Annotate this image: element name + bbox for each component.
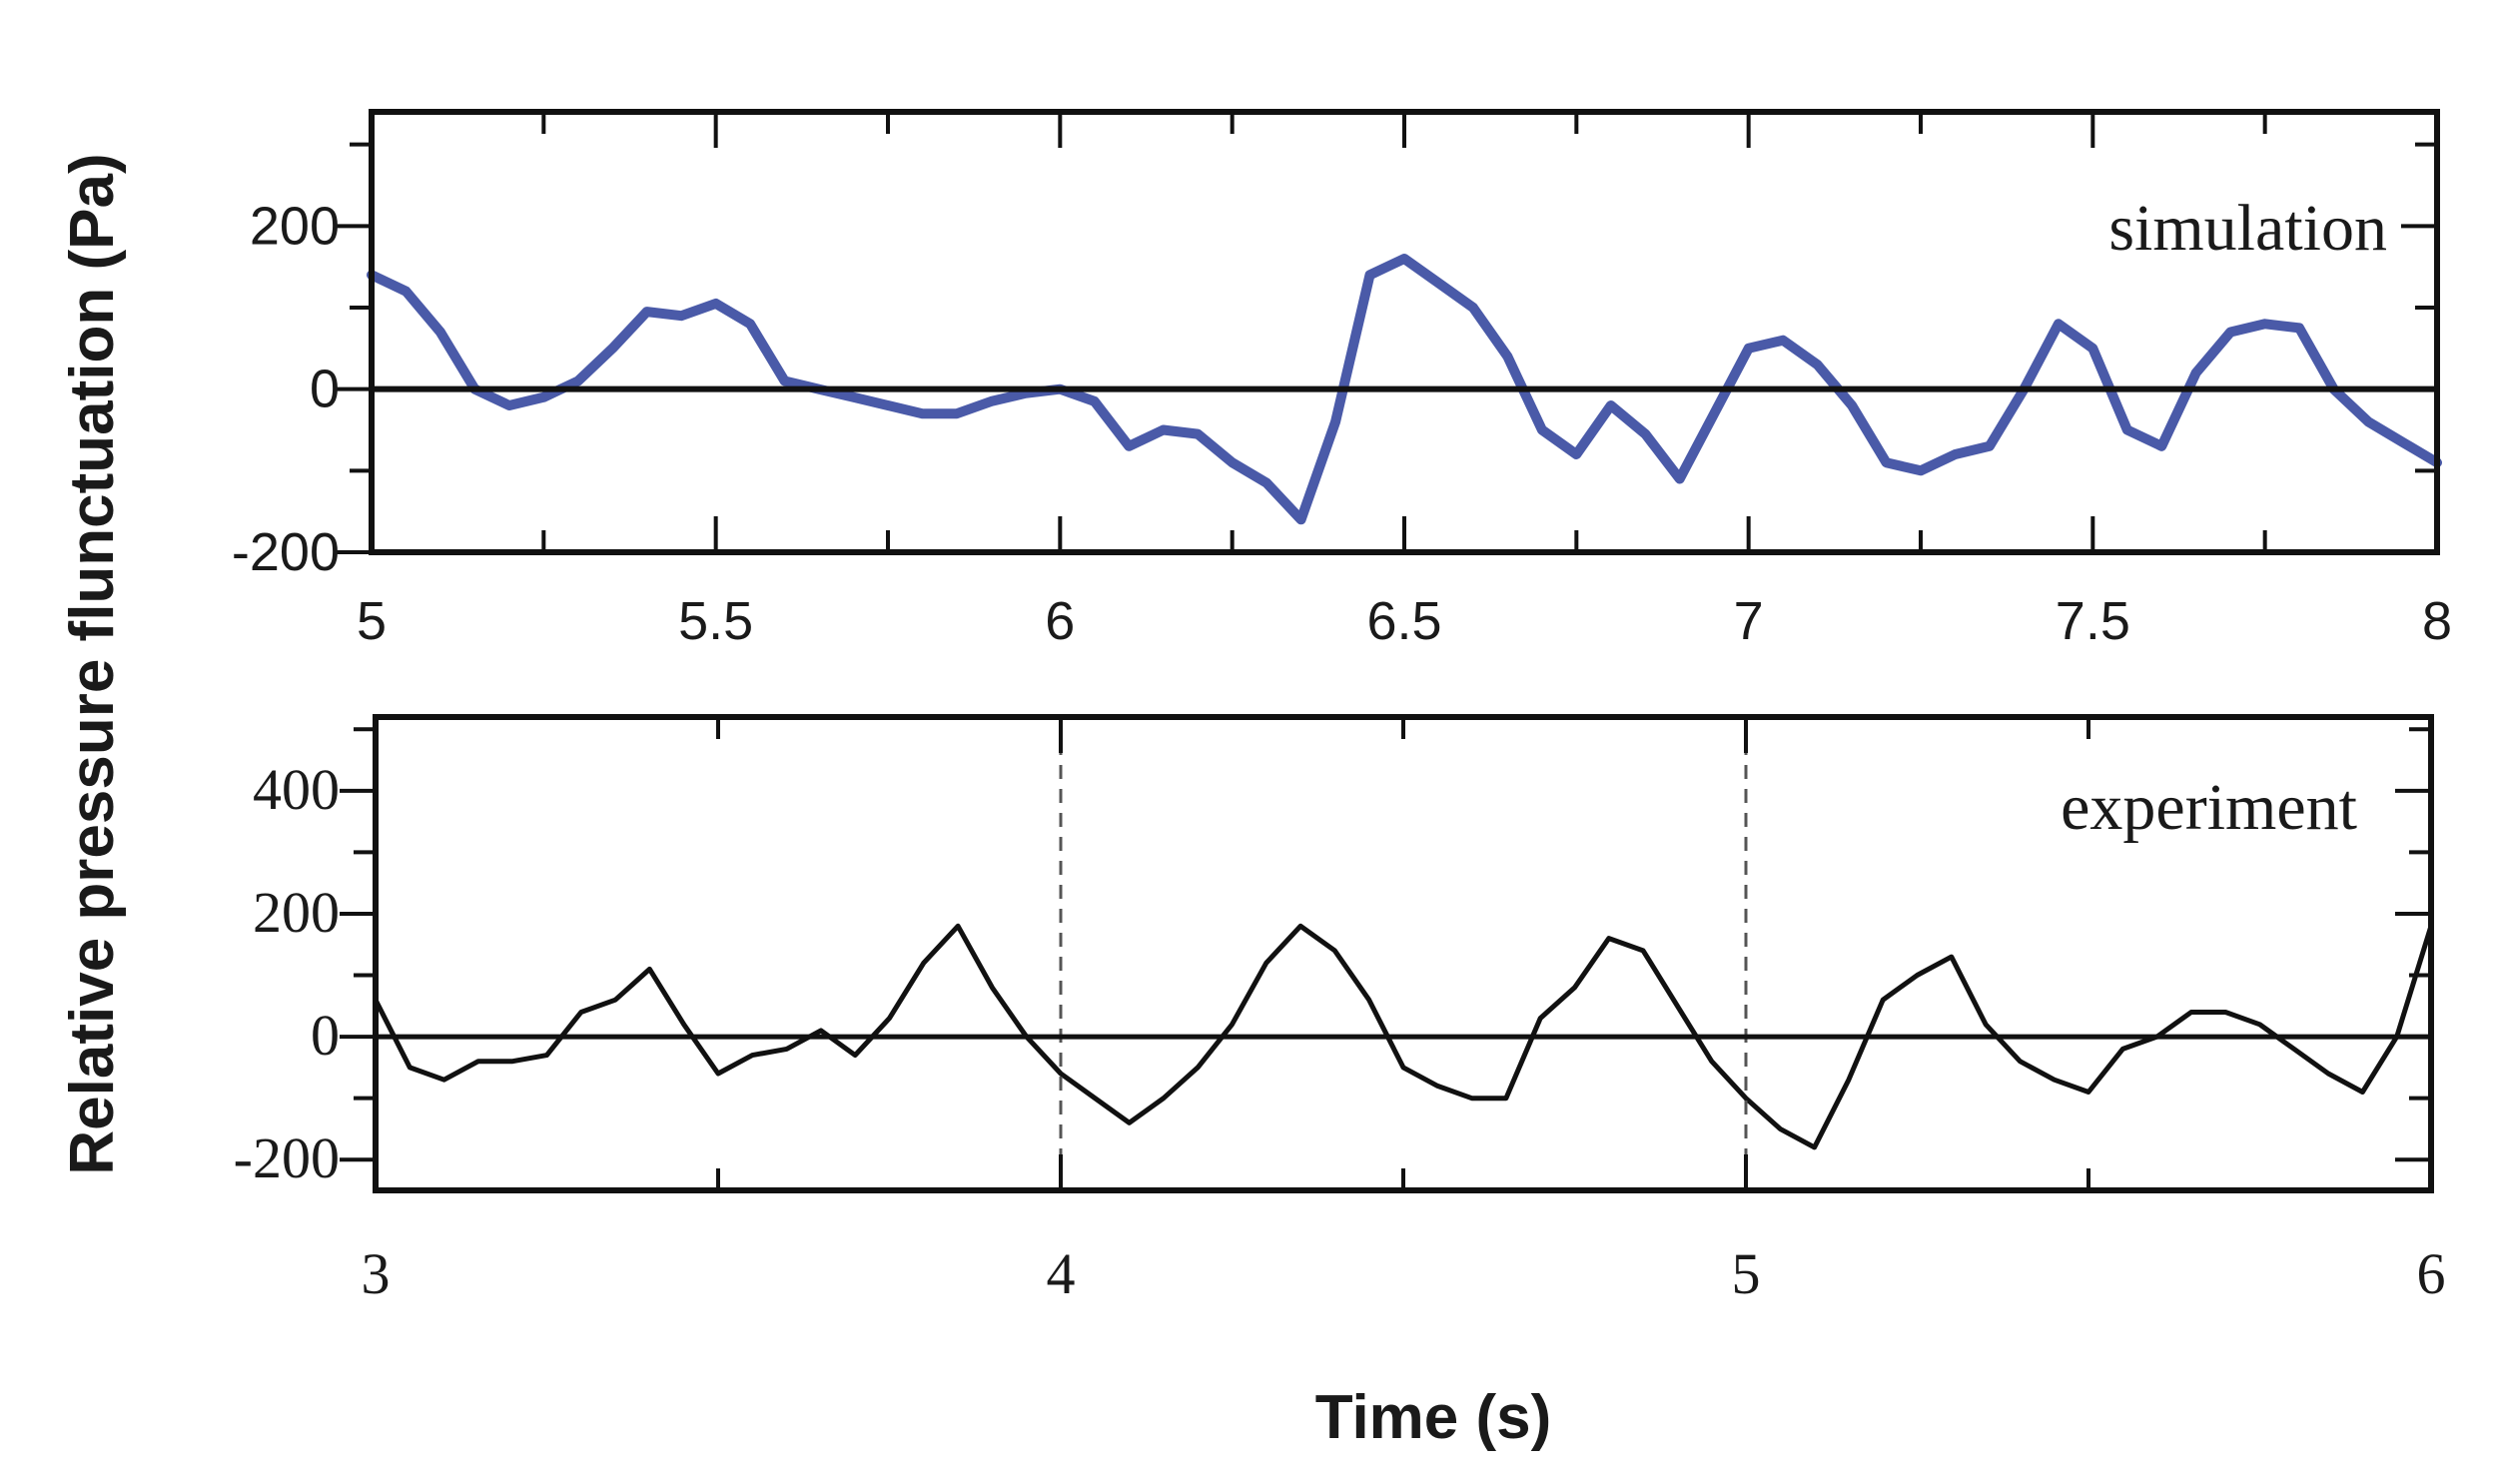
simulation-x-tick-label: 6 [1045,591,1075,651]
experiment-series-line [373,923,2434,1150]
simulation-axes-layer: 5 5.5 6 6.5 7 7.5 8 -200 0 200 [232,109,2452,651]
experiment-series-layer [373,923,2434,1150]
experiment-x-tick-label: 3 [362,1241,391,1306]
simulation-panel: 5 5.5 6 6.5 7 7.5 8 -200 0 200 simulation [232,109,2452,651]
simulation-x-tick-label: 7.5 [2056,591,2130,651]
experiment-y-tick-label: 200 [253,880,340,945]
experiment-label: experiment [2061,771,2357,844]
simulation-series-layer [367,254,2442,525]
experiment-x-tick-label: 6 [2417,1241,2446,1306]
simulation-x-tick-label: 7 [1734,591,1764,651]
x-axis-title: Time (s) [1315,1383,1552,1452]
simulation-x-tick-label: 8 [2422,591,2452,651]
experiment-y-tick-label: 0 [311,1003,340,1068]
simulation-x-tick-label: 5 [357,591,387,651]
simulation-x-tick-label: 5.5 [678,591,753,651]
simulation-frame [369,109,2440,555]
experiment-y-tick-label: 400 [253,757,340,822]
experiment-panel: 3 4 5 6 -200 0 200 400 experiment [234,714,2446,1306]
y-axis-title: Relative pressure flunctuation (Pa) [58,153,127,1174]
experiment-x-tick-label: 4 [1047,1241,1076,1306]
simulation-x-tick-label: 6.5 [1366,591,1441,651]
simulation-y-tick-label: 200 [250,196,340,256]
experiment-axes-layer: 3 4 5 6 -200 0 200 400 [234,714,2446,1306]
experiment-x-tick-label: 5 [1732,1241,1761,1306]
simulation-y-tick-label: -200 [232,522,340,582]
simulation-label: simulation [2108,192,2387,265]
simulation-y-tick-label: 0 [310,360,340,419]
simulation-series-line [367,254,2442,525]
experiment-y-tick-label: -200 [234,1125,340,1190]
